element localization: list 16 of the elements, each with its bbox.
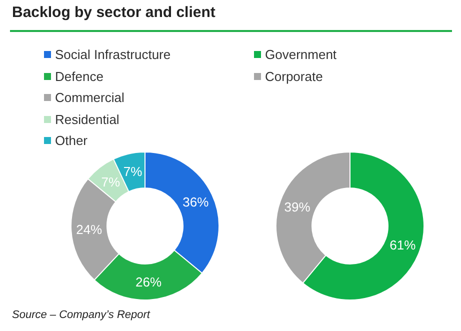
data-label: 7% <box>101 174 121 190</box>
legend-label: Defence <box>55 68 104 84</box>
data-label: 24% <box>76 222 103 238</box>
data-label: 7% <box>123 164 143 179</box>
legend-label: Commercial <box>55 90 124 106</box>
data-label: 26% <box>136 274 162 290</box>
legend-label: Other <box>55 133 88 148</box>
legend-label: Residential <box>55 112 120 127</box>
legend-label: Social Infrastructure <box>55 47 171 62</box>
data-label: 36% <box>182 194 210 210</box>
data-label: 39% <box>284 200 311 215</box>
legend-label: Corporate <box>265 68 323 84</box>
data-label: 61% <box>390 237 416 252</box>
source-note: Source – Company’s Report <box>12 309 150 321</box>
chart-title: Backlog by sector and client <box>12 4 216 21</box>
legend-label: Government <box>265 47 337 62</box>
